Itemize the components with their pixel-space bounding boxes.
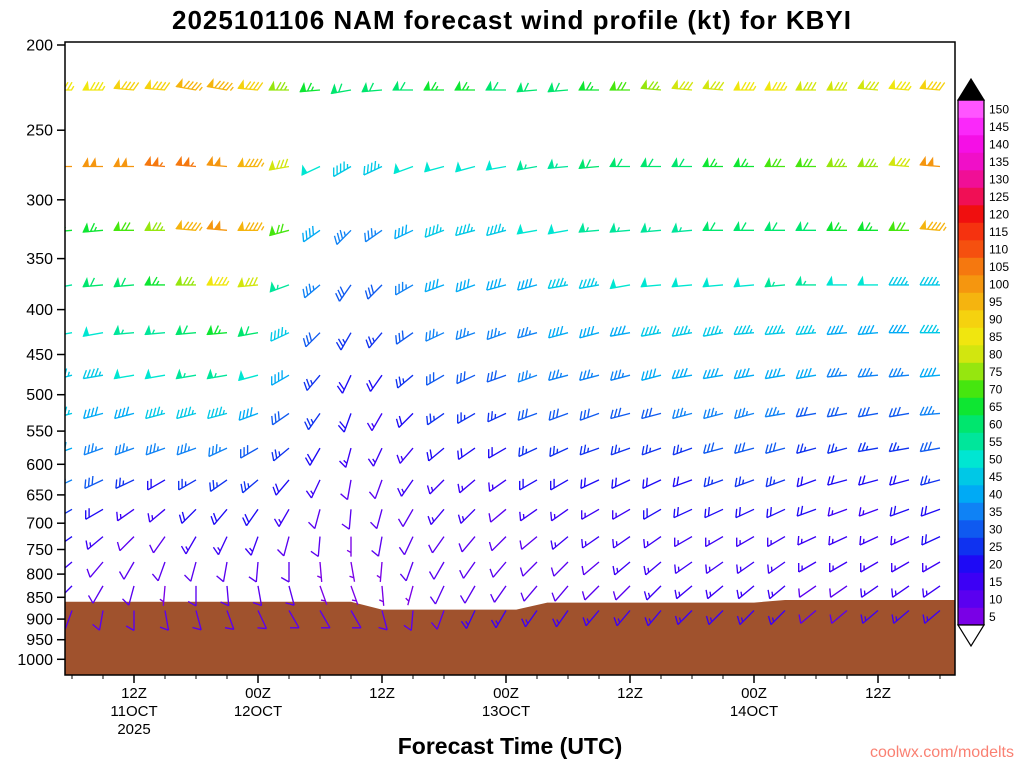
- chart-title: 2025101106 NAM forecast wind profile (kt…: [172, 5, 852, 35]
- colorbar-top-arrow: [956, 77, 986, 101]
- svg-text:45: 45: [989, 470, 1003, 484]
- svg-text:350: 350: [26, 251, 53, 268]
- svg-text:60: 60: [989, 417, 1003, 431]
- svg-text:125: 125: [989, 190, 1009, 204]
- svg-text:14OCT: 14OCT: [730, 703, 778, 720]
- svg-text:400: 400: [26, 302, 53, 319]
- colorbar-bottom-arrow: [956, 624, 986, 648]
- svg-text:95: 95: [989, 295, 1003, 309]
- svg-text:40: 40: [989, 487, 1003, 501]
- svg-text:5: 5: [989, 610, 996, 624]
- svg-text:850: 850: [26, 590, 53, 607]
- svg-text:55: 55: [989, 435, 1003, 449]
- svg-text:12Z: 12Z: [865, 685, 891, 702]
- svg-text:90: 90: [989, 312, 1003, 326]
- svg-text:100: 100: [989, 277, 1009, 291]
- svg-text:00Z: 00Z: [245, 685, 271, 702]
- svg-text:12Z: 12Z: [369, 685, 395, 702]
- axes-layer: 200 250 300 350 400 450 500 550 600 650 700 750 800 8…: [17, 38, 956, 738]
- svg-text:900: 900: [26, 612, 53, 629]
- svg-text:15: 15: [989, 575, 1003, 589]
- svg-text:30: 30: [989, 522, 1003, 536]
- svg-text:450: 450: [26, 347, 53, 364]
- svg-text:13OCT: 13OCT: [482, 703, 530, 720]
- svg-text:35: 35: [989, 505, 1003, 519]
- svg-text:70: 70: [989, 382, 1003, 396]
- svg-text:150: 150: [989, 102, 1009, 116]
- svg-text:65: 65: [989, 400, 1003, 414]
- svg-text:250: 250: [26, 123, 53, 140]
- svg-text:50: 50: [989, 452, 1003, 466]
- svg-text:550: 550: [26, 424, 53, 441]
- wind-barbs-layer: [65, 78, 947, 632]
- svg-text:110: 110: [989, 242, 1008, 256]
- svg-text:750: 750: [26, 542, 53, 559]
- svg-text:85: 85: [989, 330, 1003, 344]
- svg-text:105: 105: [989, 260, 1009, 274]
- svg-text:115: 115: [989, 225, 1008, 239]
- svg-text:2025: 2025: [117, 721, 150, 738]
- x-axis-title: Forecast Time (UTC): [397, 733, 623, 759]
- svg-text:25: 25: [989, 540, 1003, 554]
- svg-text:75: 75: [989, 365, 1003, 379]
- svg-text:200: 200: [26, 38, 53, 55]
- svg-text:145: 145: [989, 120, 1009, 134]
- svg-text:700: 700: [26, 516, 53, 533]
- svg-text:120: 120: [989, 207, 1009, 221]
- svg-text:140: 140: [989, 137, 1009, 151]
- svg-text:650: 650: [26, 487, 53, 504]
- watermark-credit: coolwx.com/modelts: [869, 744, 1014, 761]
- svg-text:950: 950: [26, 632, 53, 649]
- svg-text:12Z: 12Z: [617, 685, 643, 702]
- svg-text:300: 300: [26, 192, 53, 209]
- svg-text:20: 20: [989, 557, 1003, 571]
- terrain-layer: [65, 600, 955, 675]
- svg-text:00Z: 00Z: [741, 685, 767, 702]
- svg-text:12Z: 12Z: [121, 685, 147, 702]
- svg-text:11OCT: 11OCT: [110, 703, 157, 720]
- svg-text:600: 600: [26, 457, 53, 474]
- colorbar: 5 10 15 20 25 30 35 40 45 50 55 60 65 70 75 80 85 90 95 100…: [956, 77, 1009, 648]
- svg-text:135: 135: [989, 155, 1009, 169]
- svg-text:800: 800: [26, 567, 53, 584]
- svg-text:130: 130: [989, 172, 1009, 186]
- svg-text:00Z: 00Z: [493, 685, 519, 702]
- svg-text:1000: 1000: [17, 652, 53, 669]
- svg-text:12OCT: 12OCT: [234, 703, 282, 720]
- svg-text:500: 500: [26, 387, 53, 404]
- svg-text:80: 80: [989, 347, 1003, 361]
- svg-text:10: 10: [989, 592, 1003, 606]
